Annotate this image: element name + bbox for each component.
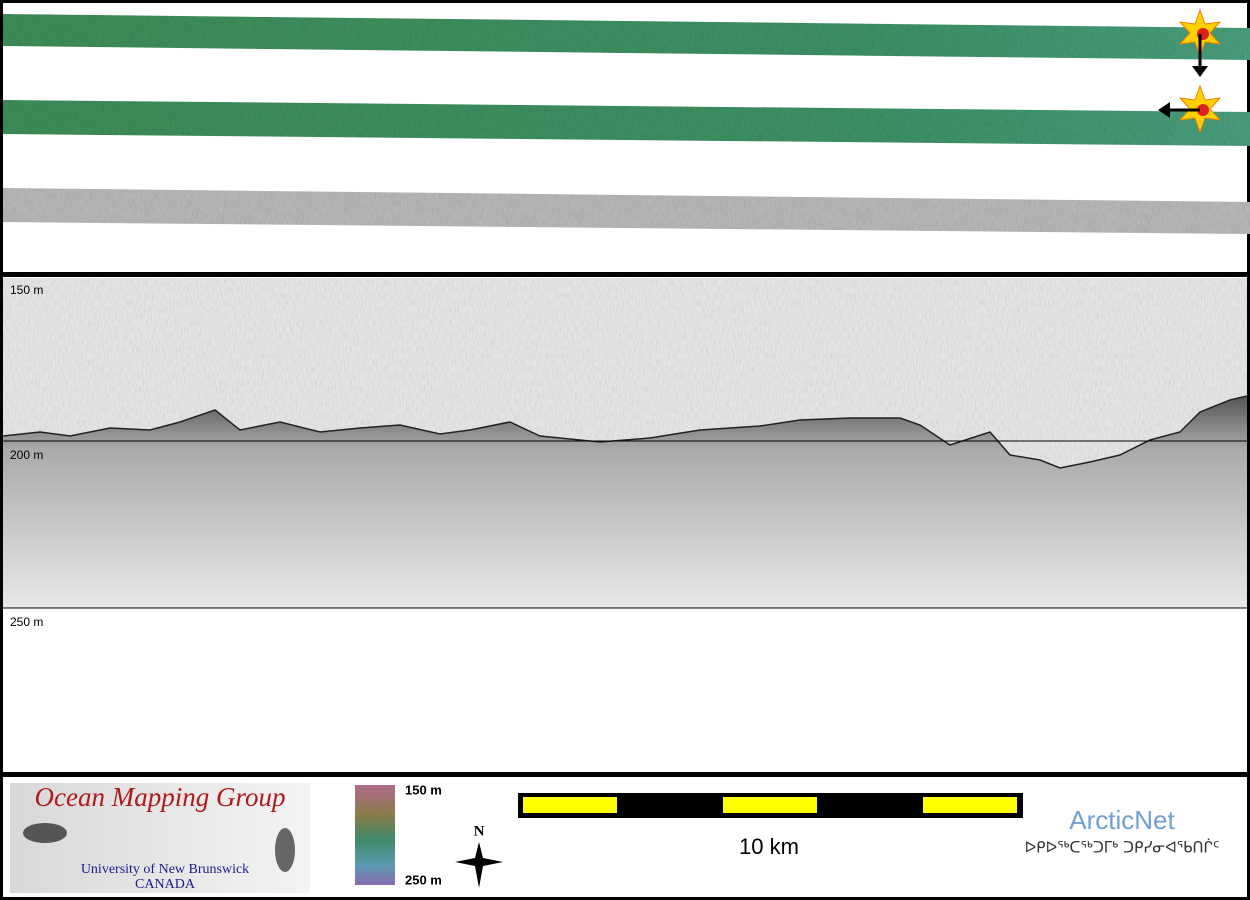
scale-segment: [723, 797, 817, 813]
swath-panel: [3, 8, 1250, 234]
swath-1: [3, 14, 1250, 60]
scale-segment: [523, 797, 617, 813]
profile-panel: 150 m 200 m 250 m: [2, 278, 1248, 629]
colorbar-label: 150 m: [405, 782, 442, 797]
partner-name: ArcticNet: [1069, 805, 1175, 835]
seafloor-line: [2, 395, 1248, 469]
colorbar-label: 250 m: [405, 872, 442, 887]
scale-segment: [923, 797, 1017, 813]
divider: [0, 272, 1250, 277]
ship-marker: [1158, 8, 1222, 134]
footer: Ocean Mapping Group University of New Br…: [10, 782, 1219, 893]
logo-country: CANADA: [135, 877, 196, 892]
depth-label: 150 m: [10, 283, 43, 297]
compass-rose: [455, 842, 503, 888]
compass-label: N: [474, 823, 485, 839]
divider: [0, 772, 1250, 777]
swath-3: [3, 188, 1250, 234]
depth-label: 250 m: [10, 615, 43, 629]
logo-university: University of New Brunswick: [81, 862, 249, 877]
seafloor-return: [3, 396, 1247, 608]
partner-syllabics: ᐅᑭᐅᖅᑕᖅᑐᒥᒃ ᑐᑭᓯᓂᐊᖃᑎᒌᑦ: [1025, 839, 1220, 857]
colorbar: [355, 785, 395, 885]
swath-2: [3, 100, 1250, 146]
depth-label: 200 m: [10, 448, 43, 462]
scale-label: 10 km: [739, 834, 799, 859]
logo-fish: [275, 828, 295, 872]
logo-title: Ocean Mapping Group: [35, 782, 286, 812]
logo-fish: [23, 823, 67, 843]
